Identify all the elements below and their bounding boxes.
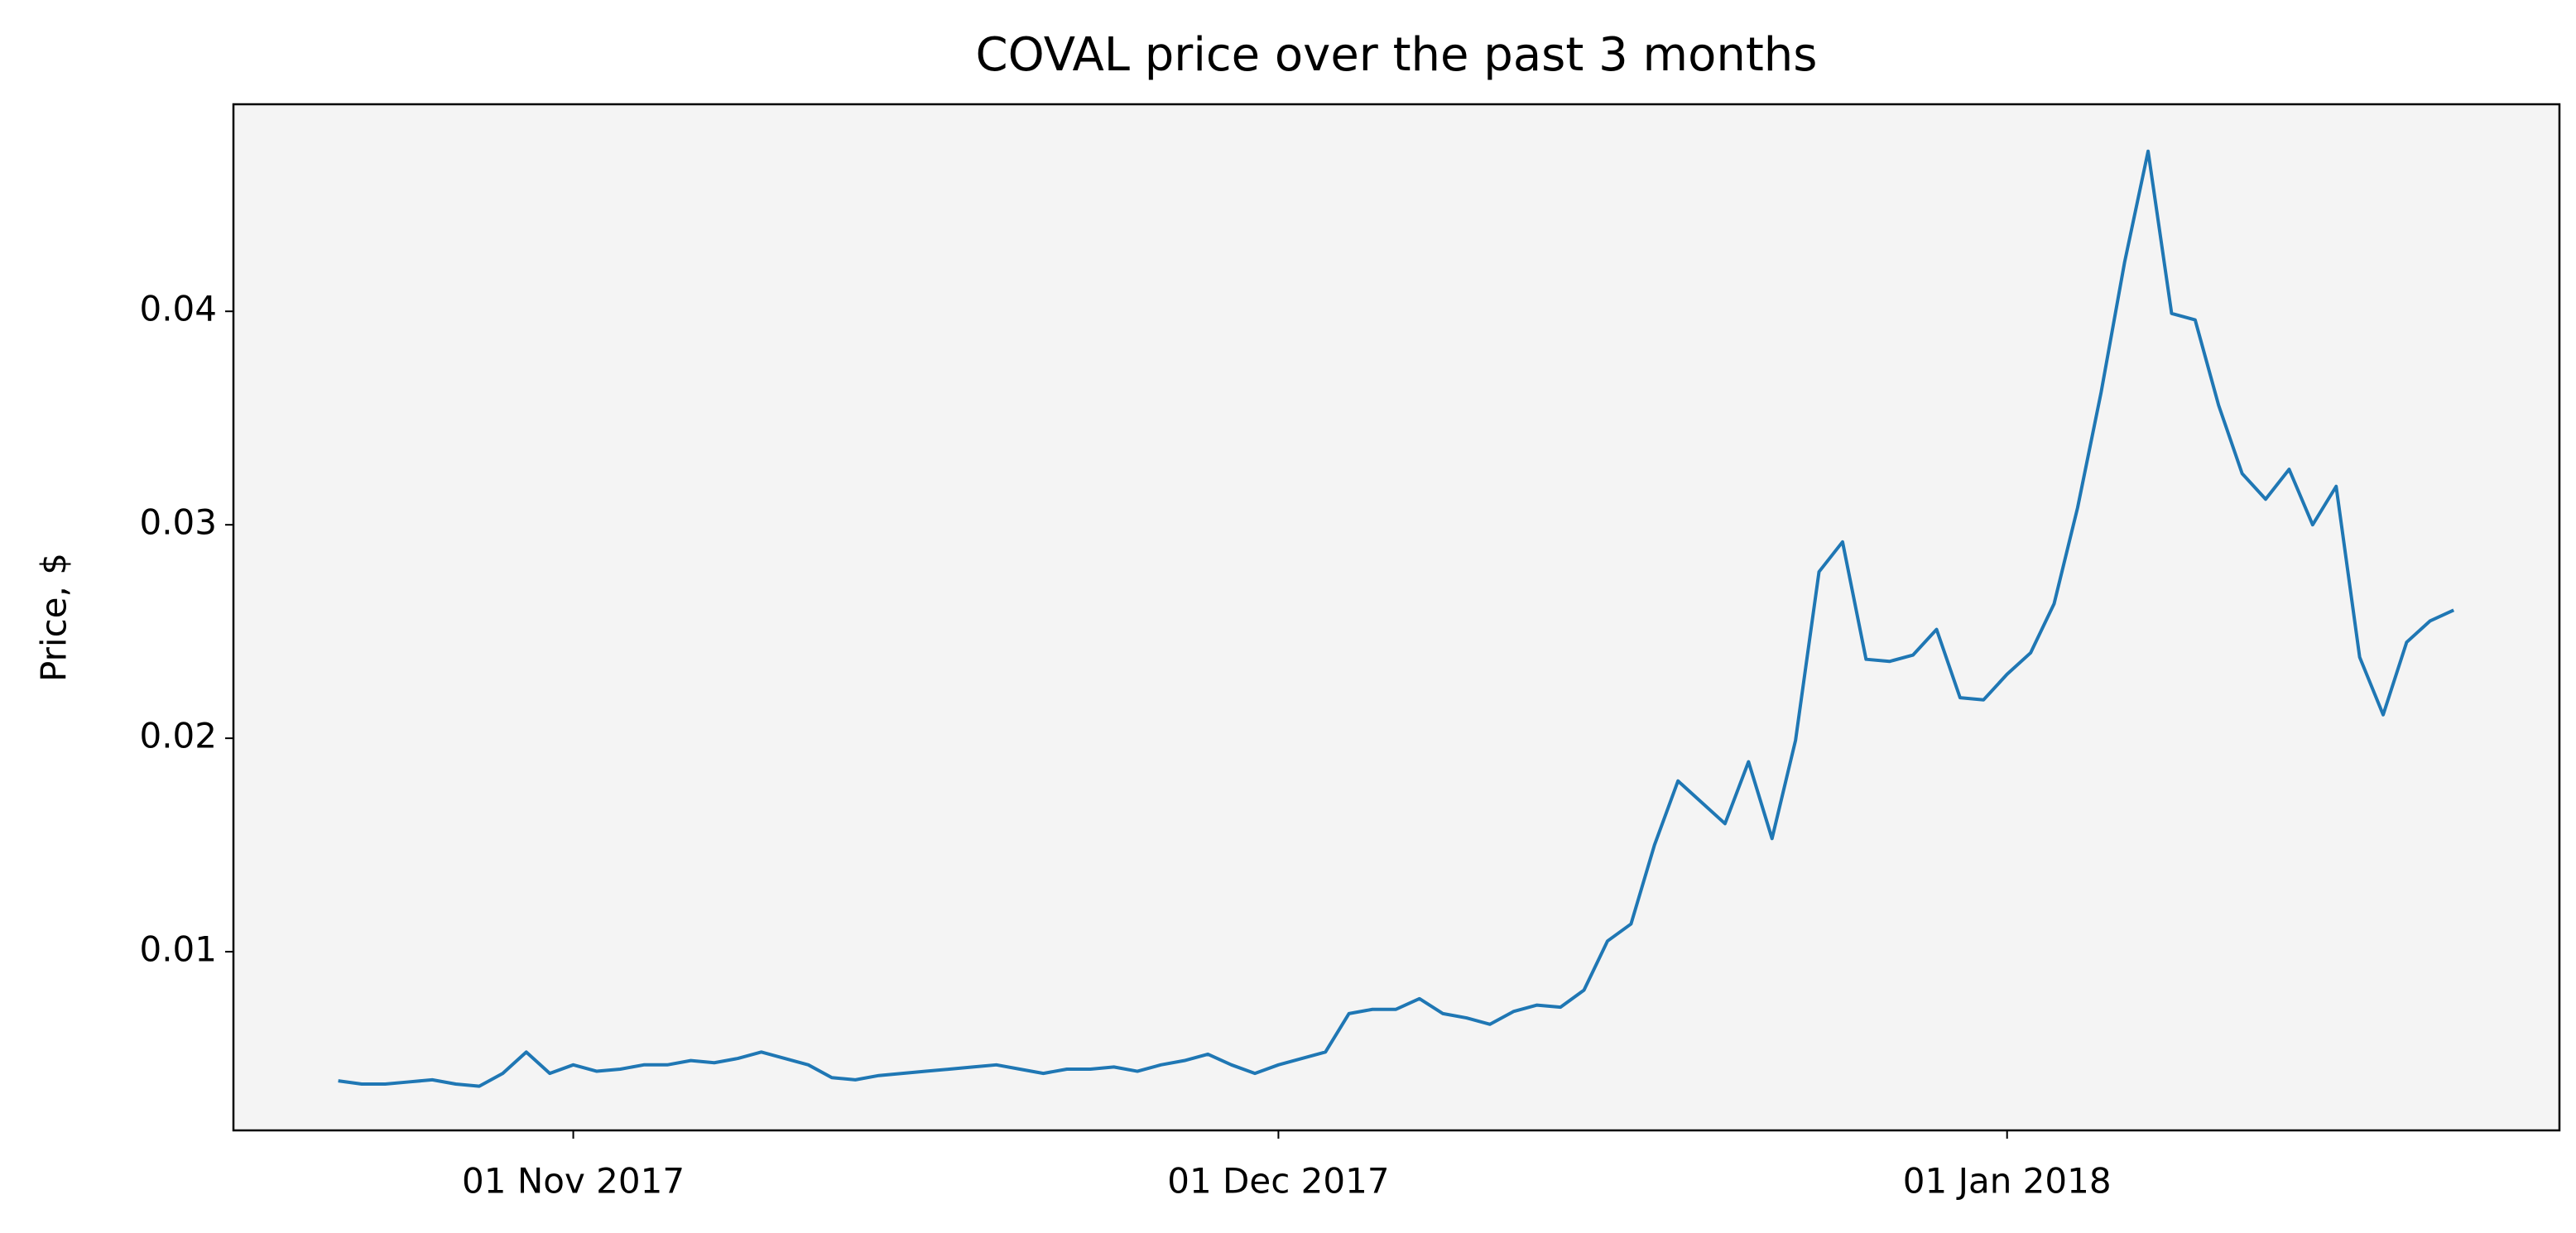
y-tick-label: 0.03 xyxy=(139,502,217,543)
x-tick-label: 01 Dec 2017 xyxy=(1167,1161,1389,1202)
x-tick-label: 01 Jan 2018 xyxy=(1903,1161,2112,1202)
y-axis-label: Price, $ xyxy=(34,553,74,682)
y-tick-label: 0.01 xyxy=(139,929,217,970)
y-tick-label: 0.04 xyxy=(139,289,217,329)
chart-title: COVAL price over the past 3 months xyxy=(976,28,1818,82)
x-tick-label: 01 Nov 2017 xyxy=(462,1161,685,1202)
plot-area xyxy=(233,104,2559,1130)
price-line xyxy=(338,149,2455,1088)
y-tick-label: 0.02 xyxy=(139,716,217,756)
plot-frame xyxy=(232,103,2561,1132)
